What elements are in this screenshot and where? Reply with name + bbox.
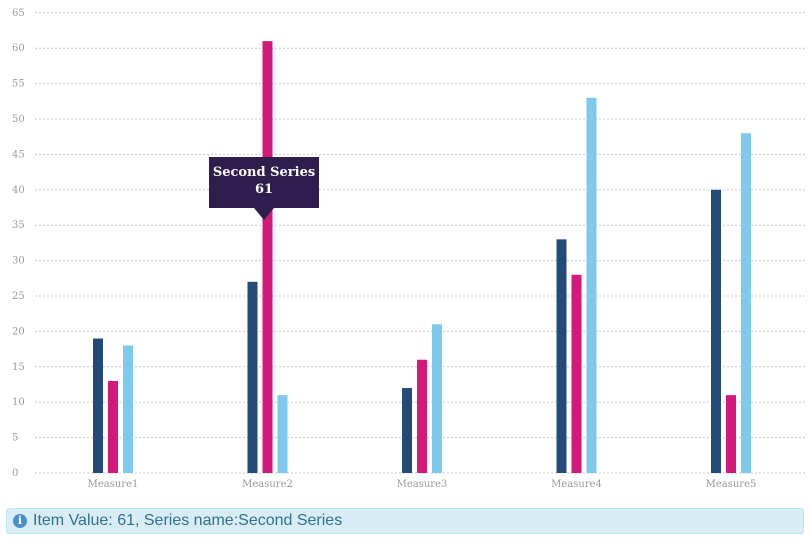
y-tick-label-35: 35	[12, 220, 25, 231]
bar-measure4-series-2[interactable]	[571, 274, 582, 473]
info-bar: i Item Value: 61, Series name:Second Ser…	[6, 508, 804, 534]
bar-measure5-series-1[interactable]	[711, 189, 721, 474]
bar-measure2-series-2[interactable]	[262, 41, 273, 474]
y-tick-label-60: 60	[12, 43, 25, 54]
bar-measure2-series-3[interactable]	[277, 395, 288, 473]
bar-measure3-series-3[interactable]	[432, 324, 442, 473]
bar-measure3-series-1[interactable]	[402, 388, 412, 473]
bar-measure1-series-2[interactable]	[108, 380, 118, 473]
bar-measure3-series-2[interactable]	[417, 359, 427, 473]
y-tick-label-50: 50	[12, 114, 25, 125]
tooltip: Second Series 61	[209, 157, 319, 220]
y-tick-label-30: 30	[12, 256, 25, 267]
y-tick-label-0: 0	[12, 468, 18, 479]
y-tick-label-40: 40	[12, 185, 25, 196]
x-category-label-measure1: Measure1	[88, 479, 139, 490]
tooltip-arrow	[254, 208, 274, 220]
bar-measure1-series-3[interactable]	[123, 345, 133, 473]
info-text: Item Value: 61, Series name:Second Serie…	[33, 512, 343, 529]
x-category-label-measure5: Measure5	[706, 479, 757, 490]
bar-measure1-series-1[interactable]	[93, 338, 103, 473]
y-tick-label-65: 65	[12, 8, 25, 19]
bar-measure5-series-2[interactable]	[726, 395, 736, 473]
bar-measure4-series-3[interactable]	[586, 97, 597, 473]
x-category-label-measure3: Measure3	[397, 479, 448, 490]
x-category-label-measure2: Measure2	[242, 479, 293, 490]
tooltip-series-name: Second Series	[212, 165, 316, 180]
y-tick-label-55: 55	[12, 79, 25, 90]
y-tick-label-10: 10	[12, 397, 25, 408]
y-axis-ticks: 0 5 10 15 20 25 30 35 40 45 50 55 60 65	[12, 8, 25, 479]
bar-measure4-series-1[interactable]	[556, 239, 567, 473]
y-tick-label-45: 45	[12, 149, 25, 160]
x-axis-categories: Measure1 Measure2 Measure3 Measure4 Measure5	[88, 479, 757, 490]
bar-measure2-series-1[interactable]	[247, 281, 258, 473]
x-category-label-measure4: Measure4	[551, 479, 602, 490]
y-tick-label-5: 5	[12, 433, 18, 444]
tooltip-value: 61	[254, 182, 274, 197]
y-tick-label-20: 20	[12, 326, 25, 337]
y-tick-label-25: 25	[12, 291, 25, 302]
y-tick-label-15: 15	[12, 362, 25, 373]
info-icon: i	[13, 514, 27, 528]
bar-measure5-series-3[interactable]	[741, 133, 751, 473]
bars	[93, 41, 751, 474]
